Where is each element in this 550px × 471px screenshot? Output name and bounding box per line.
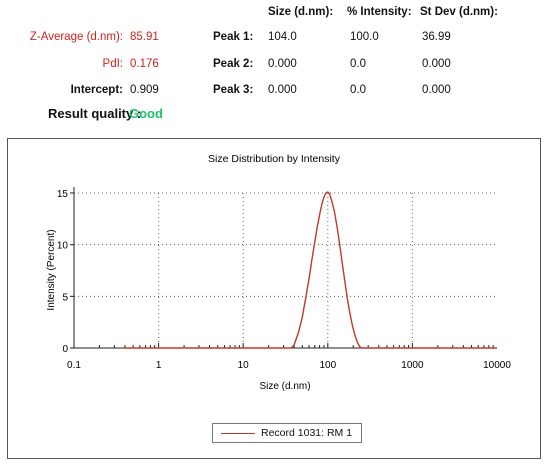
series-layer bbox=[124, 191, 497, 349]
series-line bbox=[124, 191, 497, 349]
grid-lines bbox=[74, 192, 497, 348]
col-header-intensity: % Intensity: bbox=[347, 6, 412, 18]
result-quality-value: Good bbox=[129, 106, 163, 121]
axes bbox=[70, 187, 497, 349]
x-tick-label: 1 bbox=[156, 360, 162, 371]
peak-3-stdev: 0.000 bbox=[422, 84, 451, 96]
peak-3-intensity: 0.0 bbox=[350, 84, 366, 96]
chart-legend: Record 1031: RM 1 bbox=[212, 423, 362, 443]
col-header-size: Size (d.nm): bbox=[268, 6, 334, 18]
peak-1-label: Peak 1: bbox=[213, 31, 254, 43]
peak-1-intensity: 100.0 bbox=[350, 31, 379, 43]
intercept-value: 0.909 bbox=[130, 84, 159, 96]
x-tick-label: 100 bbox=[319, 360, 336, 371]
x-tick-label: 0.1 bbox=[67, 360, 81, 371]
peak-1-stdev: 36.99 bbox=[422, 31, 451, 43]
y-tick-label: 15 bbox=[57, 189, 69, 200]
x-tick-label: 1000 bbox=[401, 360, 424, 371]
z-average-value: 85.91 bbox=[130, 31, 159, 43]
peak-3-size: 0.000 bbox=[268, 84, 297, 96]
peak-1-size: 104.0 bbox=[268, 31, 297, 43]
y-tick-label: 0 bbox=[62, 344, 68, 355]
tick-labels: 0.1 1 10 100 1000 10000 0 5 10 15 bbox=[57, 189, 511, 371]
chart-panel bbox=[7, 138, 541, 459]
col-header-stdev: St Dev (d.nm): bbox=[420, 6, 498, 18]
y-tick-label: 5 bbox=[62, 292, 68, 303]
x-tick-label: 10000 bbox=[483, 360, 511, 371]
x-tick-label: 10 bbox=[238, 360, 250, 371]
y-axis-label: Intensity (Percent) bbox=[46, 229, 57, 310]
y-tick-label: 10 bbox=[57, 241, 69, 252]
result-quality-label: Result quality : bbox=[48, 106, 142, 121]
intercept-label: Intercept: bbox=[70, 84, 123, 96]
chart-title: Size Distribution by Intensity bbox=[208, 153, 341, 165]
peak-2-stdev: 0.000 bbox=[422, 58, 451, 70]
x-axis-label: Size (d.nm) bbox=[259, 381, 310, 392]
peak-3-label: Peak 3: bbox=[213, 84, 254, 96]
pdi-value: 0.176 bbox=[130, 58, 159, 70]
z-average-label: Z-Average (d.nm): bbox=[29, 31, 123, 43]
peak-2-intensity: 0.0 bbox=[350, 58, 366, 70]
legend-line-swatch bbox=[221, 433, 255, 434]
pdi-label: PdI: bbox=[102, 58, 123, 70]
peak-2-size: 0.000 bbox=[268, 58, 297, 70]
peak-2-label: Peak 2: bbox=[213, 58, 254, 70]
legend-label: Record 1031: RM 1 bbox=[261, 427, 353, 439]
